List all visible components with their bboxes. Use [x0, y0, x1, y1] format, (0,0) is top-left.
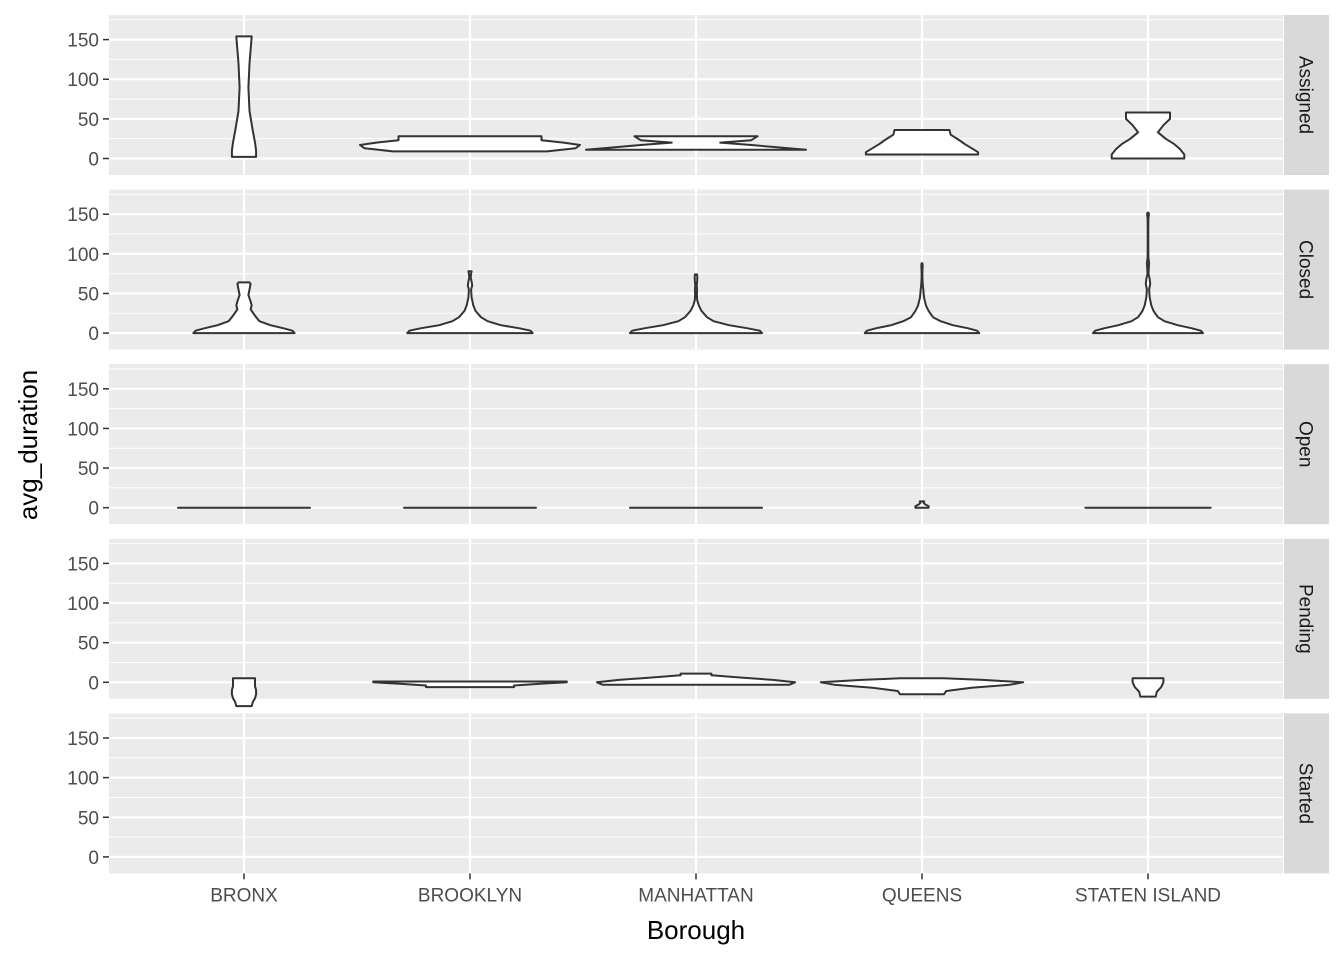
facet-strip-label: Pending	[1295, 584, 1316, 654]
violin-shape	[1110, 111, 1186, 160]
violin-shape	[914, 500, 930, 509]
violin-shape	[819, 677, 1025, 696]
facet-strip-label: Closed	[1295, 240, 1316, 299]
y-tick-label: 150	[67, 729, 99, 750]
y-tick-label: 100	[67, 769, 99, 790]
violin-shape	[864, 129, 980, 156]
facet-panels: 0 50 100 150 Assigned 0 50 100 150 Closed 0 50 100 15…	[67, 15, 1329, 874]
y-tick-label: 100	[67, 419, 99, 440]
y-tick-label: 50	[78, 110, 99, 131]
y-tick-label: 100	[67, 245, 99, 266]
facet-strip	[1284, 538, 1329, 699]
violin-shape	[230, 677, 258, 708]
facet-strip	[1284, 189, 1329, 350]
y-tick-label: 50	[78, 808, 99, 829]
violin-shape	[1092, 211, 1204, 335]
facet-strip	[1284, 15, 1329, 175]
y-tick-label: 150	[67, 31, 99, 52]
y-axis-title: avg_duration	[13, 370, 43, 520]
facet-strip	[1284, 364, 1329, 525]
facet-strip	[1284, 713, 1329, 874]
x-tick-label: BROOKLYN	[418, 885, 522, 906]
violin-shape	[629, 273, 763, 335]
y-tick-label: 50	[78, 459, 99, 480]
violin-shape	[192, 281, 296, 335]
y-tick-label: 100	[67, 70, 99, 91]
violin-shape	[230, 35, 258, 158]
facet-strip-label: Assigned	[1295, 56, 1316, 134]
x-axis: BRONX BROOKLYN MANHATTAN QUEENS STATEN ISLAN…	[210, 873, 1221, 906]
violin-shape	[1131, 677, 1165, 698]
violin-shape	[863, 262, 981, 335]
y-tick-label: 0	[88, 499, 99, 520]
y-tick-label: 0	[88, 150, 99, 171]
x-tick-label: MANHATTAN	[638, 885, 753, 906]
x-tick-label: QUEENS	[882, 885, 962, 906]
x-tick-label: STATEN ISLAND	[1075, 885, 1221, 906]
y-tick-label: 100	[67, 594, 99, 615]
y-tick-label: 150	[67, 380, 99, 401]
facet-panel: 0 50 100 150 Closed	[67, 189, 1329, 350]
facet-panel: 0 50 100 150 Started	[67, 713, 1329, 874]
y-tick-label: 150	[67, 205, 99, 226]
facet-panel: 0 50 100 150 Open	[67, 364, 1329, 525]
facet-panel: 0 50 100 150 Pending	[67, 538, 1329, 708]
violin-shape	[372, 680, 568, 689]
violin-shape	[406, 270, 534, 335]
y-tick-label: 150	[67, 554, 99, 575]
y-tick-label: 50	[78, 634, 99, 655]
violin-shape	[596, 672, 796, 686]
y-tick-label: 0	[88, 848, 99, 869]
violin-shape	[359, 135, 581, 153]
facet-strip-label: Open	[1295, 421, 1316, 467]
y-tick-label: 50	[78, 284, 99, 305]
violin-shape	[585, 135, 807, 151]
y-tick-label: 0	[88, 324, 99, 345]
facet-panel: 0 50 100 150 Assigned	[67, 15, 1329, 175]
x-axis-title: Borough	[647, 915, 745, 945]
y-tick-label: 0	[88, 673, 99, 694]
x-tick-label: BRONX	[210, 885, 278, 906]
facet-strip-label: Started	[1295, 763, 1316, 824]
